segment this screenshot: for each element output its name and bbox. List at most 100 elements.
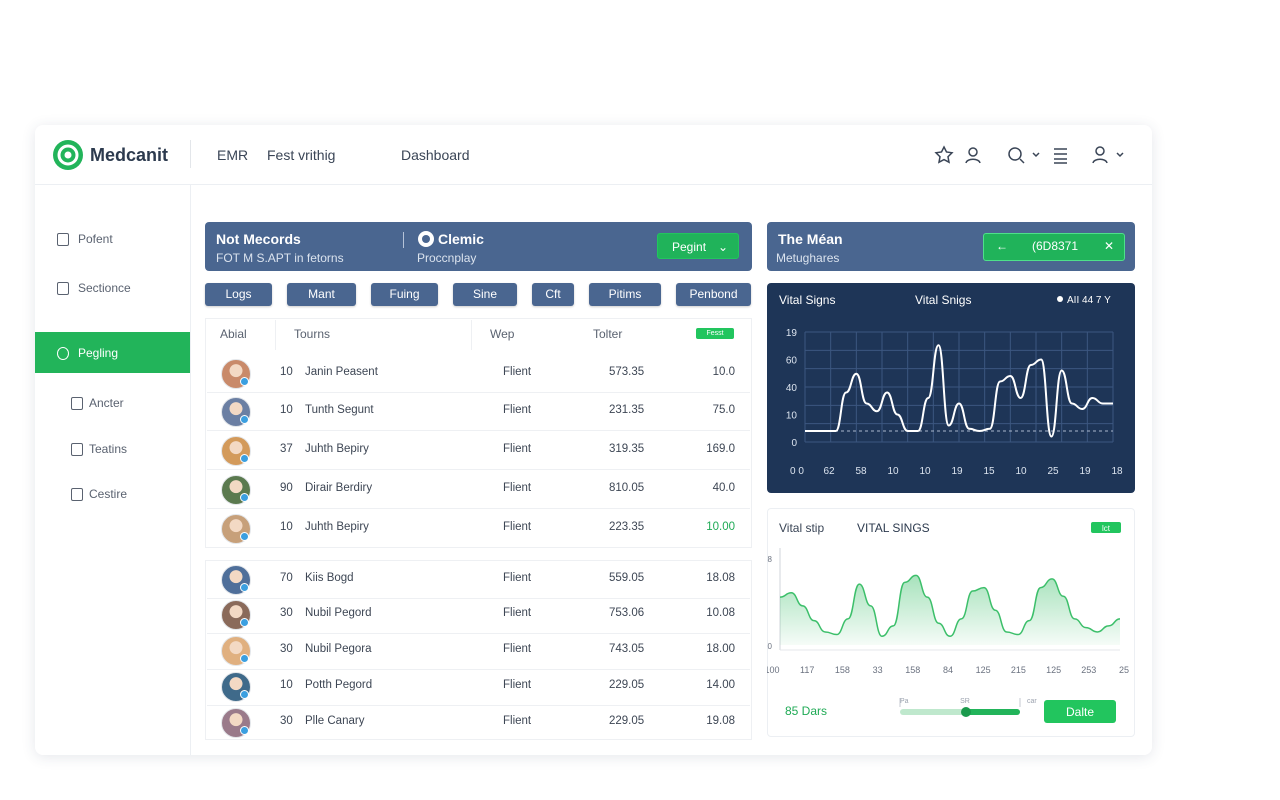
records-button[interactable]: Pegint ⌄: [657, 233, 739, 259]
strip-panel: [767, 508, 1135, 737]
cell: Dirair Berdiry: [305, 482, 373, 494]
toolbar-button[interactable]: Fuing: [371, 283, 438, 306]
chevron: ⌄: [717, 240, 728, 254]
cell: 10: [280, 404, 293, 416]
row-divider: [207, 392, 750, 393]
avatar-badge: [240, 454, 249, 463]
mean-title: The Méan: [778, 231, 843, 247]
cell: 231.35: [609, 404, 645, 416]
y-tick-label: 10: [786, 411, 798, 422]
mean-button[interactable]: ← (6D8371 ✕: [983, 233, 1125, 261]
area: [780, 575, 1120, 645]
side-item[interactable]: Pofent: [78, 232, 113, 246]
toolbar-button[interactable]: Mant: [287, 283, 356, 306]
side-item[interactable]: Pegling: [78, 346, 119, 360]
side-icon: [57, 347, 69, 360]
cell: Flient: [503, 443, 532, 455]
slider-handle[interactable]: [961, 707, 971, 717]
cell: 810.05: [609, 482, 645, 494]
x-tick-label: 25: [1119, 665, 1129, 675]
x-tick-label: 10: [1015, 466, 1027, 477]
brand: Medcanit: [90, 145, 169, 165]
cell-value: 14.00: [706, 679, 735, 691]
cell: 90: [280, 482, 293, 494]
x-tick-label: 62: [823, 466, 835, 477]
user-icon[interactable]: [965, 147, 981, 164]
cell: Nubil Pegora: [305, 643, 372, 655]
footer-label: 85 Dars: [785, 704, 827, 718]
cell: Potth Pegord: [305, 679, 373, 691]
cell: 10: [280, 366, 293, 378]
row-divider: [207, 598, 750, 599]
strip-chart: 8 0 100 117 158 33 158 84 125 215 125 253 25 Vital st…: [767, 521, 1129, 723]
cell: 229.05: [609, 715, 645, 727]
table-block-2: [205, 560, 752, 740]
cell: Flient: [503, 404, 532, 416]
section-subtitle: Proccnplay: [417, 251, 477, 265]
side-icon: [71, 443, 83, 456]
search-icon[interactable]: [1008, 147, 1040, 164]
star-icon[interactable]: [934, 145, 954, 164]
side-icon: [57, 282, 69, 295]
mean-subtitle: Metughares: [776, 251, 840, 265]
y-tick-label: 40: [786, 383, 798, 394]
cell-value: 18.00: [706, 643, 735, 655]
toolbar-button[interactable]: Sine: [453, 283, 517, 306]
vital-chart: 19 60 40 10 0 0 0 62 58 10 10 19 15 10 25 19 18 Vital Si…: [779, 293, 1123, 477]
cell: 30: [280, 643, 293, 655]
cell: 573.35: [609, 366, 645, 378]
cell: Flient: [503, 643, 532, 655]
avatar-badge: [240, 493, 249, 502]
cell-value: 10.0: [712, 366, 735, 378]
footer-button[interactable]: [1044, 700, 1116, 723]
cell: Flient: [503, 679, 532, 691]
cell: 10: [280, 679, 293, 691]
cell: Flient: [503, 366, 532, 378]
section-icon: [418, 231, 434, 247]
cell-value: 169.0: [706, 443, 735, 455]
line: [779, 574, 1121, 638]
records-divider: [403, 232, 404, 248]
records-button-label: Pegint: [672, 240, 707, 254]
cell-value: 19.08: [706, 715, 735, 727]
cell-value: 10.00: [706, 521, 735, 533]
close: ✕: [1103, 239, 1114, 253]
cell: 753.06: [609, 607, 645, 619]
nav-link[interactable]: EMR: [217, 147, 249, 163]
vital-panel: [767, 283, 1135, 493]
records-subtitle: FOT M S.APT in fetorns: [216, 251, 344, 265]
x-tick-label: 0 0: [790, 466, 804, 477]
toolbar-button[interactable]: Penbond: [676, 283, 751, 306]
nav-link[interactable]: Dashboard: [401, 147, 470, 163]
account-icon[interactable]: [1092, 146, 1124, 164]
x-tick-label: 125: [1046, 665, 1061, 675]
x-tick-label: 84: [943, 665, 953, 675]
side-item[interactable]: Sectionce: [78, 281, 131, 295]
toolbar-button[interactable]: Logs: [205, 283, 272, 306]
slider-label: SR: [960, 698, 970, 705]
side-item[interactable]: Ancter: [89, 396, 124, 410]
x-tick-label: 58: [855, 466, 867, 477]
toolbar-button[interactable]: Cft: [532, 283, 574, 306]
section-title: Clemic: [438, 231, 484, 247]
toolbar-button[interactable]: Pitims: [589, 283, 661, 306]
header-divider: [35, 184, 1152, 185]
cell: 37: [280, 443, 293, 455]
table-block-1: [205, 318, 752, 548]
side-icon: [71, 488, 83, 501]
logo: [53, 140, 83, 170]
nav-link[interactable]: Fest vrithig: [267, 147, 336, 163]
side-item[interactable]: Cestire: [89, 487, 128, 501]
chart-subtitle: Vital Snigs: [915, 293, 971, 307]
side-icon: [57, 233, 69, 246]
menu-icon[interactable]: [1054, 148, 1067, 164]
records-title: Not Mecords: [216, 231, 301, 247]
chart-title: Vital stip: [779, 521, 824, 535]
x-tick-label: 117: [800, 665, 814, 675]
cell: 229.05: [609, 679, 645, 691]
y-tick-label: 60: [786, 356, 798, 367]
chart-subtitle: VITAL SINGS: [857, 521, 930, 535]
cell: Kiis Bogd: [305, 572, 354, 584]
side-item[interactable]: Teatins: [89, 442, 128, 456]
column-header: Tourns: [294, 327, 331, 341]
